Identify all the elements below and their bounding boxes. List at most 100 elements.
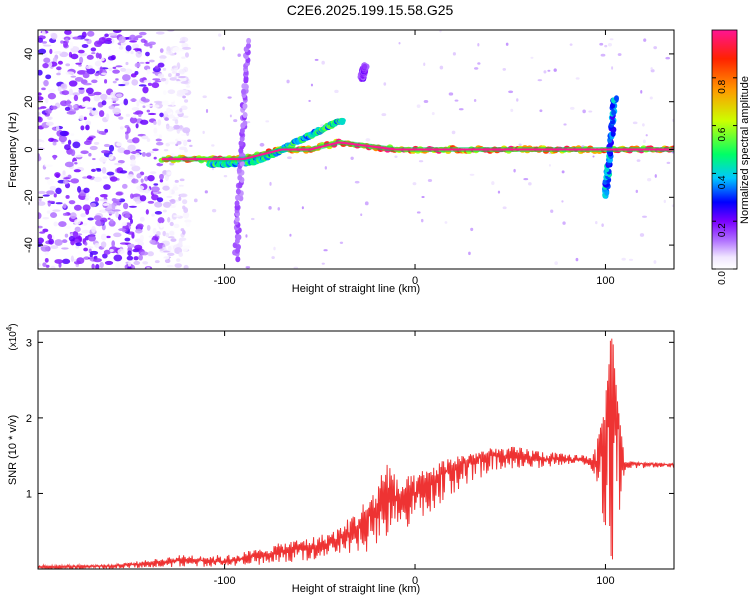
noise-blob [127, 261, 132, 267]
noise-blob [183, 139, 188, 147]
speckle [650, 67, 653, 70]
speckle [365, 138, 371, 142]
speckle [569, 106, 575, 110]
y-tick-label: 20 [23, 96, 35, 108]
noise-blob [153, 133, 159, 137]
x-tick-label: 0 [412, 575, 418, 587]
noise-blob [42, 228, 49, 233]
speckle [229, 114, 232, 118]
noise-blob [117, 248, 125, 255]
noise-blob [64, 30, 72, 35]
speckle [653, 46, 658, 50]
speckle [189, 144, 193, 147]
noise-blob [104, 260, 114, 265]
noise-blob [142, 86, 149, 94]
speckle [218, 33, 222, 37]
noise-blob [46, 210, 51, 214]
y-tick-label: -40 [23, 237, 35, 253]
noise-blob [74, 77, 84, 82]
noise-blob [168, 73, 172, 78]
noise-blob [38, 69, 43, 76]
noise-blob [86, 68, 96, 75]
noise-blob [153, 100, 163, 104]
speckle [423, 62, 426, 66]
noise-blob [138, 254, 143, 261]
noise-blob [132, 115, 137, 119]
noise-blob [147, 82, 153, 87]
y-tick-label: 1 [26, 488, 32, 500]
noise-blob [132, 137, 140, 144]
speckle [448, 92, 454, 96]
noise-blob [91, 79, 98, 84]
noise-blob [136, 100, 140, 107]
noise-blob [153, 120, 157, 125]
feature-point [241, 88, 247, 95]
noise-blob [179, 89, 189, 94]
speckle [245, 234, 248, 238]
noise-blob [38, 107, 43, 110]
noise-blob [129, 218, 134, 224]
speckle [162, 67, 167, 71]
noise-blob [169, 205, 176, 209]
noise-blob [74, 226, 81, 233]
noise-blob [70, 255, 74, 262]
noise-blob [157, 119, 162, 126]
noise-blob [178, 251, 184, 257]
noise-blob [99, 66, 103, 73]
noise-blob [53, 193, 57, 198]
noise-blob [182, 115, 189, 119]
noise-blob [158, 134, 163, 139]
spectrogram-marks [38, 30, 674, 269]
noise-blob [118, 228, 126, 232]
noise-blob [55, 202, 63, 205]
snr-series-line [38, 338, 674, 569]
noise-blob [167, 245, 172, 252]
speckle [193, 198, 198, 203]
noise-blob [131, 178, 139, 184]
noise-blob [106, 235, 111, 239]
speckle [314, 58, 319, 61]
noise-blob [155, 138, 162, 142]
speckle [628, 258, 634, 261]
noise-blob [167, 252, 175, 256]
noise-blob [98, 110, 105, 117]
snr-multiplier: (x104) [5, 323, 19, 350]
speckle [543, 70, 547, 74]
noise-blob [108, 105, 115, 110]
feature-point [242, 120, 248, 127]
speckle [439, 65, 444, 70]
noise-blob [83, 256, 90, 260]
noise-blob [181, 56, 186, 59]
noise-blob [64, 233, 69, 238]
speckle [582, 109, 586, 114]
noise-blob [145, 209, 149, 215]
speckle [205, 108, 209, 113]
noise-blob [123, 98, 129, 106]
noise-blob [178, 184, 184, 187]
noise-blob [134, 62, 141, 68]
noise-blob [147, 112, 157, 116]
noise-blob [170, 68, 175, 72]
noise-blob [102, 203, 109, 206]
noise-blob [167, 217, 171, 223]
colorbar-tick-label: 0.0 [717, 271, 728, 285]
snr-marks [38, 338, 674, 569]
noise-blob [179, 193, 188, 198]
speckle [654, 174, 657, 178]
noise-blob [52, 57, 58, 63]
noise-blob [148, 151, 155, 154]
noise-blob [174, 179, 179, 183]
noise-blob [154, 210, 163, 215]
noise-blob [43, 79, 49, 87]
noise-blob [56, 72, 61, 76]
noise-blob [86, 30, 95, 37]
noise-blob [82, 204, 91, 212]
noise-blob [100, 241, 107, 248]
noise-blob [149, 171, 157, 175]
noise-blob [85, 120, 92, 126]
speckle [643, 38, 647, 42]
noise-blob [113, 232, 122, 238]
noise-blob [127, 266, 132, 269]
noise-blob [53, 139, 59, 143]
noise-blob [132, 43, 140, 50]
